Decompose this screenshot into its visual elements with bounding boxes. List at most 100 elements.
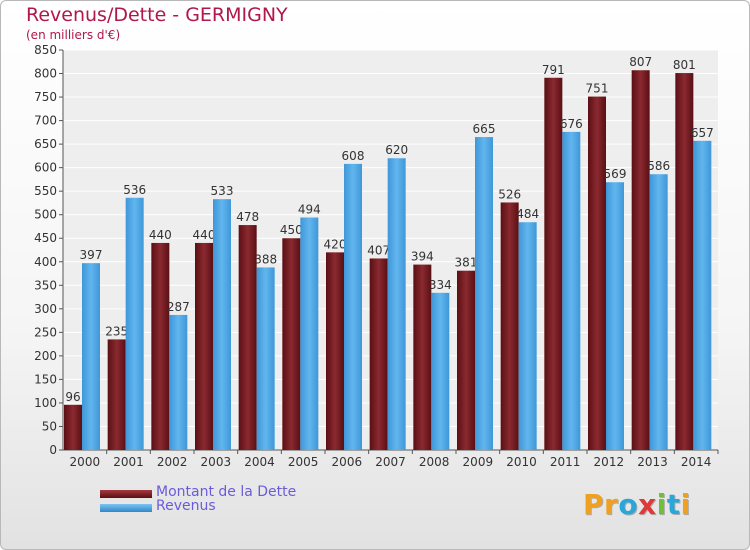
bar-revenus [693, 140, 712, 450]
data-label-dette: 807 [629, 55, 652, 69]
y-tick-label: 450 [34, 231, 57, 245]
bar-revenus [300, 217, 319, 450]
data-label-revenus: 586 [647, 159, 670, 173]
bar-revenus [606, 182, 624, 450]
y-tick-label: 300 [34, 302, 57, 316]
bar-dette [326, 252, 344, 450]
bar-revenus [169, 314, 188, 450]
data-label-dette: 791 [542, 63, 565, 77]
data-label-dette: 526 [498, 187, 521, 201]
x-tick-label: 2003 [201, 455, 232, 469]
bar-revenus [431, 292, 450, 450]
bar-dette [107, 339, 126, 450]
bar-dette [675, 73, 694, 450]
bar-revenus [562, 131, 581, 450]
chart-title: Revenus/Dette - GERMIGNY [26, 4, 288, 26]
proxiti-logo: Proxiti [583, 488, 691, 521]
x-tick-label: 2005 [288, 455, 319, 469]
y-tick-label: 800 [34, 67, 57, 81]
data-label-dette: 407 [367, 243, 390, 257]
x-tick-label: 2002 [157, 455, 188, 469]
x-tick-label: 2011 [550, 455, 581, 469]
y-tick-label: 350 [34, 278, 57, 292]
data-label-dette: 394 [411, 250, 434, 264]
y-tick-label: 150 [34, 372, 57, 386]
data-label-dette: 450 [280, 223, 303, 237]
bar-revenus [387, 158, 406, 450]
bar-dette [64, 404, 82, 450]
x-tick-label: 2000 [70, 455, 101, 469]
x-tick-label: 2001 [113, 455, 144, 469]
data-label-revenus: 388 [254, 252, 277, 266]
data-label-revenus: 397 [80, 248, 103, 262]
data-label-revenus: 608 [342, 149, 365, 163]
y-tick-label: 550 [34, 184, 57, 198]
x-tick-label: 2013 [637, 455, 668, 469]
logo-letter: o [618, 488, 639, 521]
data-label-revenus: 287 [167, 300, 190, 314]
logo-letter: r [604, 488, 619, 521]
y-tick-label: 250 [34, 325, 57, 339]
legend-swatch-dette [100, 490, 152, 498]
y-tick-label: 50 [42, 419, 57, 433]
data-label-dette: 440 [149, 228, 172, 242]
logo-letter: i [680, 488, 691, 521]
legend-label-dette: Montant de la Dette [156, 484, 297, 500]
data-label-dette: 96 [65, 390, 80, 404]
y-tick-label: 650 [34, 137, 57, 151]
legend-swatch-revenus [100, 504, 152, 512]
logo-letter: i [656, 488, 667, 521]
bar-dette [544, 77, 563, 450]
y-tick-label: 700 [34, 114, 57, 128]
legend-label-revenus: Revenus [156, 498, 216, 514]
data-label-dette: 381 [455, 256, 478, 270]
x-tick-label: 2014 [681, 455, 712, 469]
data-label-revenus: 533 [211, 184, 234, 198]
bar-revenus [256, 267, 275, 450]
bar-revenus [475, 137, 493, 450]
x-tick-label: 2010 [506, 455, 537, 469]
bar-dette [457, 270, 475, 450]
x-tick-label: 2009 [463, 455, 494, 469]
bar-dette [369, 258, 388, 450]
data-label-dette: 751 [586, 82, 609, 96]
bar-dette [500, 202, 519, 450]
data-label-revenus: 494 [298, 203, 321, 217]
x-tick-label: 2012 [594, 455, 625, 469]
data-label-dette: 235 [105, 324, 128, 338]
data-label-revenus: 665 [473, 122, 496, 136]
bar-dette [195, 242, 213, 450]
bar-revenus [82, 263, 100, 450]
data-label-revenus: 334 [429, 278, 452, 292]
logo-letter: t [666, 488, 681, 521]
data-label-dette: 440 [193, 228, 216, 242]
y-tick-label: 200 [34, 349, 57, 363]
data-label-revenus: 657 [691, 126, 714, 140]
data-label-revenus: 569 [604, 167, 627, 181]
bar-revenus [518, 222, 537, 450]
y-tick-label: 850 [34, 43, 57, 57]
data-label-dette: 420 [324, 237, 347, 251]
bar-revenus [344, 163, 362, 450]
data-label-dette: 478 [236, 210, 259, 224]
bar-dette [631, 70, 650, 450]
x-tick-label: 2004 [244, 455, 275, 469]
logo-letter: x [638, 488, 657, 521]
data-label-revenus: 484 [516, 207, 539, 221]
data-label-revenus: 676 [560, 117, 583, 131]
data-label-dette: 801 [673, 58, 696, 72]
data-label-revenus: 536 [123, 183, 146, 197]
data-label-revenus: 620 [385, 143, 408, 157]
bar-dette [413, 264, 432, 450]
y-tick-label: 600 [34, 161, 57, 175]
bar-dette [151, 242, 170, 450]
logo-letter: P [583, 488, 605, 521]
x-tick-label: 2006 [332, 455, 363, 469]
y-tick-label: 500 [34, 208, 57, 222]
y-tick-label: 0 [49, 443, 57, 457]
y-tick-label: 100 [34, 396, 57, 410]
y-tick-label: 750 [34, 90, 57, 104]
bar-dette [238, 225, 257, 450]
x-tick-label: 2008 [419, 455, 450, 469]
